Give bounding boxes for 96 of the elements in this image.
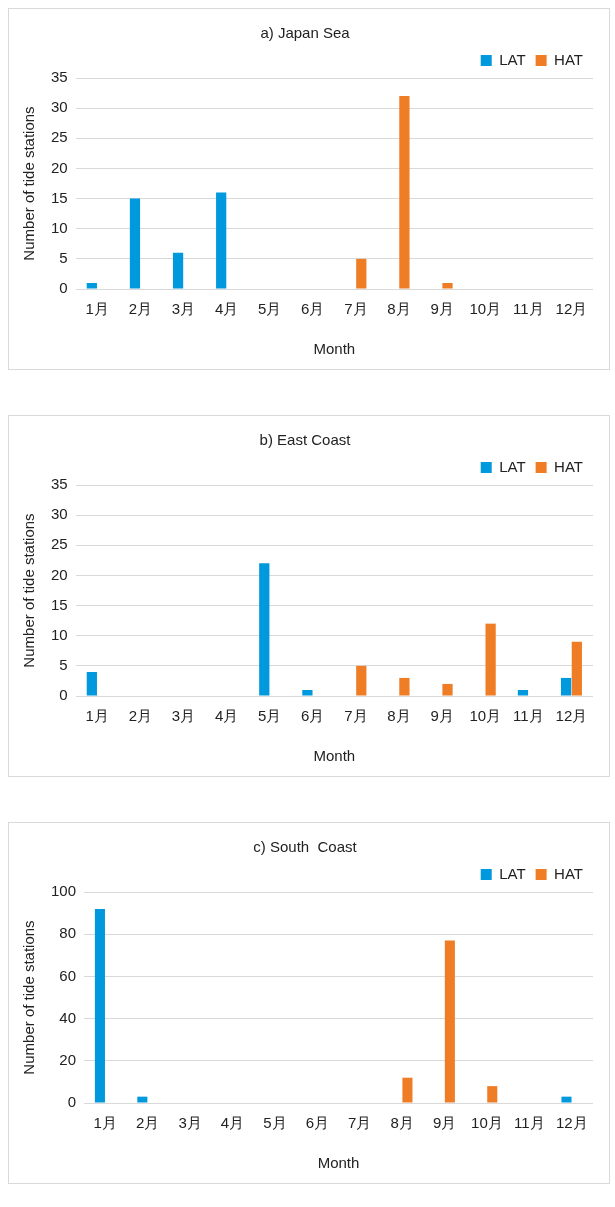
y-tick-label: 40 <box>59 1008 77 1026</box>
x-tick-label: 12月 <box>555 300 588 318</box>
y-tick-label: 0 <box>67 1093 77 1111</box>
y-tick-label: 25 <box>51 128 68 146</box>
bar <box>356 665 367 696</box>
y-tick-label: 30 <box>51 505 68 523</box>
x-tick-label: 4月 <box>214 707 239 725</box>
bar <box>399 677 410 696</box>
legend-label: HAT <box>554 457 583 475</box>
legend-label: HAT <box>554 50 583 68</box>
x-tick-label: 6月 <box>301 707 325 725</box>
bar <box>487 1086 498 1103</box>
bar <box>86 282 97 289</box>
x-tick-label: 9月 <box>430 707 454 725</box>
y-tick-label: 35 <box>51 68 68 86</box>
x-tick-label: 10月 <box>469 707 502 725</box>
x-tick-label: 11月 <box>514 1114 545 1132</box>
bar <box>356 258 367 289</box>
y-axis-title: Number of tide stations <box>20 513 38 668</box>
x-axis-title: Month <box>317 1154 360 1172</box>
x-tick-label: 7月 <box>344 300 368 318</box>
x-tick-label: 1月 <box>85 707 109 725</box>
bar <box>302 689 313 696</box>
x-axis-title: Month <box>313 340 356 358</box>
y-tick-label: 30 <box>51 98 68 116</box>
chart-title: b) East Coast <box>259 431 352 449</box>
bar <box>442 282 453 289</box>
x-tick-label: 5月 <box>263 1114 287 1132</box>
bar <box>129 198 141 289</box>
y-tick-label: 20 <box>51 565 68 583</box>
x-tick-label: 2月 <box>135 1114 160 1132</box>
x-tick-label: 7月 <box>348 1114 372 1132</box>
y-tick-label: 10 <box>51 625 68 643</box>
legend-label: LAT <box>499 457 526 475</box>
bar <box>259 563 270 696</box>
y-tick-label: 15 <box>51 595 68 613</box>
y-tick-label: 60 <box>59 966 77 984</box>
x-tick-label: 3月 <box>171 300 196 318</box>
y-tick-label: 20 <box>59 1050 77 1068</box>
bar <box>560 677 572 696</box>
x-tick-label: 8月 <box>387 707 411 725</box>
x-tick-label: 12月 <box>555 1114 588 1132</box>
x-tick-label: 4月 <box>214 300 239 318</box>
y-tick-label: 0 <box>59 686 68 704</box>
x-tick-label: 3月 <box>178 1114 202 1132</box>
bar <box>137 1096 148 1103</box>
x-tick-label: 5月 <box>258 300 282 318</box>
bar <box>399 96 410 289</box>
x-tick-label: 8月 <box>387 300 411 318</box>
chart-title: c) South Coast <box>253 838 358 856</box>
x-tick-label: 2月 <box>128 300 153 318</box>
bar <box>442 683 453 696</box>
x-tick-label: 10月 <box>469 300 502 318</box>
bar <box>402 1077 413 1103</box>
bar <box>561 1096 572 1103</box>
x-tick-label: 3月 <box>171 707 196 725</box>
x-tick-label: 6月 <box>305 1114 329 1132</box>
legend-label: LAT <box>499 864 526 882</box>
y-tick-label: 5 <box>59 656 68 673</box>
y-tick-label: 15 <box>51 188 68 206</box>
bar <box>86 671 97 696</box>
x-tick-label: 6月 <box>301 300 325 318</box>
x-tick-label: 1月 <box>93 1114 117 1132</box>
x-tick-label: 10月 <box>471 1114 503 1132</box>
y-tick-label: 35 <box>51 475 68 493</box>
y-tick-label: 20 <box>51 158 68 176</box>
chart-title: a) Japan Sea <box>260 24 351 42</box>
x-tick-label: 4月 <box>220 1114 245 1132</box>
x-tick-label: 2月 <box>128 707 153 725</box>
bar <box>172 252 184 289</box>
legend-label: HAT <box>554 864 583 882</box>
y-axis-title: Number of tide stations <box>20 106 38 261</box>
bar <box>216 192 227 289</box>
y-tick-label: 0 <box>59 279 68 297</box>
y-tick-label: 25 <box>51 535 68 553</box>
x-tick-label: 11月 <box>513 300 544 318</box>
y-tick-label: 100 <box>51 882 77 900</box>
x-tick-label: 9月 <box>430 300 454 318</box>
x-tick-label: 5月 <box>258 707 282 725</box>
y-tick-label: 10 <box>51 218 68 236</box>
bar <box>94 908 105 1103</box>
x-tick-label: 1月 <box>85 300 109 318</box>
bar <box>444 940 455 1103</box>
x-tick-label: 9月 <box>432 1114 457 1132</box>
y-tick-label: 5 <box>59 249 68 266</box>
bar <box>571 641 582 696</box>
legend-label: LAT <box>499 50 526 68</box>
y-tick-label: 80 <box>59 924 77 942</box>
x-tick-label: 7月 <box>344 707 368 725</box>
x-tick-label: 8月 <box>390 1114 414 1132</box>
x-tick-label: 11月 <box>513 707 544 725</box>
bar <box>485 623 496 696</box>
bar <box>517 689 529 696</box>
x-tick-label: 12月 <box>555 707 588 725</box>
y-axis-title: Number of tide stations <box>20 920 38 1075</box>
x-axis-title: Month <box>313 747 356 765</box>
